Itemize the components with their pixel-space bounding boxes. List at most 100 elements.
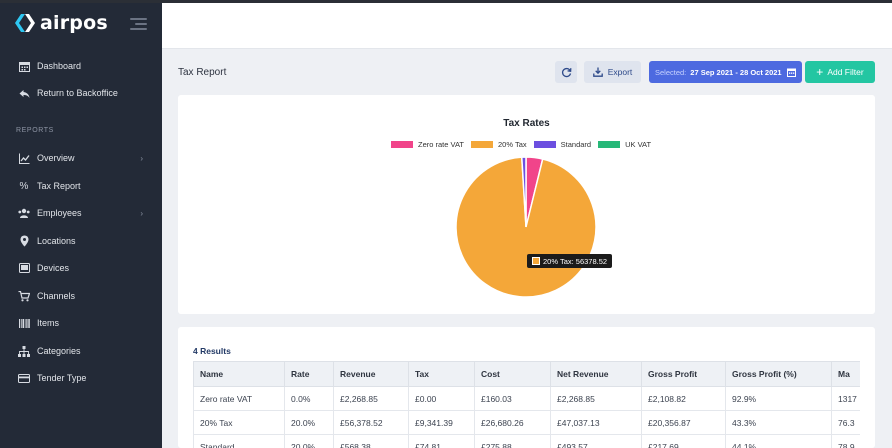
column-header[interactable]: Gross Profit [641,361,726,387]
menu-toggle-icon[interactable] [130,18,147,31]
tax-rates-chart-card: Tax Rates Zero rate VAT 20% Tax Standard… [178,95,875,314]
map-pin-icon [18,235,30,247]
sidebar-item-devices[interactable]: Devices [18,259,148,277]
legend-swatch [471,141,493,148]
barcode-icon [18,317,30,329]
sidebar-item-overview[interactable]: Overview › [18,149,148,167]
table-cell: £493.57 [550,434,642,448]
add-filter-button[interactable]: + Add Filter [805,61,875,83]
column-header[interactable]: Gross Profit (%) [725,361,832,387]
sidebar-item-label: Categories [37,346,81,356]
legend-item-uk-vat[interactable]: UK VAT [598,140,651,149]
table-cell: Zero rate VAT [193,386,285,411]
refresh-icon [561,67,571,77]
window-top-border [0,0,892,3]
app-logo[interactable]: airpos [14,12,108,34]
chevron-right-icon: › [140,208,143,218]
plus-icon: + [816,65,824,79]
table-header-row: Name Rate Revenue Tax Cost Net Revenue Gross P… [193,361,860,387]
column-header[interactable]: Tax [408,361,475,387]
table-cell: £275.88 [474,434,551,448]
legend-label: Zero rate VAT [418,140,464,149]
sidebar-item-label: Tax Report [37,181,81,191]
column-header[interactable]: Revenue [333,361,409,387]
sidebar-item-channels[interactable]: Channels [18,287,148,305]
table-scroll-container[interactable]: Name Rate Revenue Tax Cost Net Revenue Gross P… [193,361,860,448]
column-header[interactable]: Name [193,361,285,387]
legend-item-zero-rate-vat[interactable]: Zero rate VAT [391,140,464,149]
sidebar: airpos Dashboard Return to Backoffice RE… [0,0,162,448]
table-cell: £217.69 [641,434,726,448]
pie-slice-standard[interactable] [520,156,527,228]
table-cell: 92.9% [725,386,832,411]
chart-title: Tax Rates [503,118,550,129]
column-header[interactable]: Rate [284,361,334,387]
chart-tooltip: 20% Tax: 56378.52 [527,254,613,268]
results-count: 4 Results [193,346,231,356]
table-cell: 43.3% [725,410,832,435]
legend-item-standard[interactable]: Standard [533,140,592,149]
export-label: Export [607,67,633,77]
chevron-right-icon: › [140,153,143,163]
sidebar-item-employees[interactable]: Employees › [18,204,148,222]
bar-chart-icon [18,152,30,164]
table-cell: £47,037.13 [550,410,642,435]
table-cell: 76.3 [831,410,860,435]
sidebar-item-tender-type[interactable]: Tender Type [18,369,148,387]
sidebar-item-items[interactable]: Items [18,314,148,332]
percent-icon: % [19,180,29,192]
date-range-prefix: Selected: [655,67,687,77]
app-name: airpos [40,12,108,34]
logo-icon [15,14,35,32]
tax-report-table-card: 4 Results Name Rate Revenue Tax Cost Net Reve… [178,327,875,448]
legend-swatch [391,141,413,148]
legend-item-20-tax[interactable]: 20% Tax [471,140,527,149]
table-row[interactable]: Standard 20.0% £568.38 £74.81 £275.88 £493.57… [193,434,860,448]
table-cell: 20% Tax [193,410,285,435]
refresh-button[interactable] [555,61,577,83]
table-cell: 0.0% [284,386,334,411]
table-cell: £74.81 [408,434,475,448]
table-cell: £2,108.82 [641,386,726,411]
table-cell: £9,341.39 [408,410,475,435]
sidebar-item-label: Dashboard [37,61,82,71]
sitemap-icon [18,345,30,357]
tax-report-table: Name Rate Revenue Tax Cost Net Revenue Gross P… [193,361,860,448]
table-row[interactable]: 20% Tax 20.0% £56,378.52 £9,341.39 £26,680.2… [193,410,860,435]
sidebar-item-label: Items [37,318,60,328]
table-cell: £0.00 [408,386,475,411]
sidebar-item-dashboard[interactable]: Dashboard [18,57,148,75]
tooltip-swatch [532,257,540,265]
export-button[interactable]: Export [584,61,641,83]
sidebar-item-locations[interactable]: Locations [18,232,148,250]
sidebar-item-return-backoffice[interactable]: Return to Backoffice [18,84,148,102]
reports-section-label: REPORTS [16,127,54,134]
sidebar-item-tax-report[interactable]: % Tax Report [18,177,148,195]
tooltip-text: 20% Tax: 56378.52 [543,256,608,266]
column-header[interactable]: Net Revenue [550,361,642,387]
legend-label: Standard [560,140,592,149]
table-cell: 20.0% [284,410,334,435]
legend-label: 20% Tax [498,140,527,149]
sidebar-item-label: Employees [37,208,82,218]
date-range-picker[interactable]: Selected: 27 Sep 2021 - 28 Oct 2021 [649,61,802,83]
date-range-value: 27 Sep 2021 - 28 Oct 2021 [690,67,782,77]
table-cell: 78.9 [831,434,860,448]
sidebar-item-label: Locations [37,236,76,246]
table-cell: £56,378.52 [333,410,409,435]
sidebar-item-categories[interactable]: Categories [18,342,148,360]
sidebar-item-label: Return to Backoffice [37,88,118,98]
sidebar-item-label: Tender Type [37,373,87,383]
calendar-icon [786,68,796,77]
table-cell: £26,680.26 [474,410,551,435]
cart-icon [18,290,30,302]
calendar-icon [18,60,30,72]
column-header[interactable]: Ma [831,361,860,387]
table-cell: 44.1% [725,434,832,448]
download-icon [592,67,603,77]
column-header[interactable]: Cost [474,361,551,387]
table-row[interactable]: Zero rate VAT 0.0% £2,268.85 £0.00 £160.03 £2… [193,386,860,411]
table-cell: £160.03 [474,386,551,411]
page-title: Tax Report [178,67,227,78]
add-filter-label: Add Filter [827,67,864,77]
